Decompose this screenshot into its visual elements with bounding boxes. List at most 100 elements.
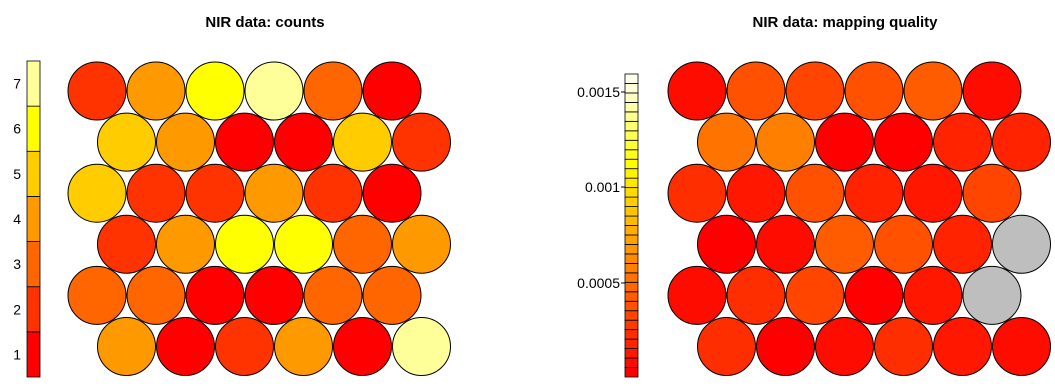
som-cell	[844, 163, 904, 223]
chart-mapping-quality: NIR data: mapping quality 0.00050.0010.0…	[577, 14, 1051, 378]
colorbar-bin	[624, 139, 639, 151]
som-cell	[785, 265, 845, 325]
colorbar-bin	[624, 234, 639, 245]
som-cell	[844, 61, 904, 121]
som-cell	[244, 265, 304, 325]
colorbar-bin	[624, 83, 639, 94]
colorbar-bin	[624, 310, 639, 321]
colorbar-bin	[26, 196, 41, 242]
colorbar-tick-label: 6	[13, 121, 21, 137]
som-cell	[992, 316, 1051, 376]
som-cell	[992, 112, 1051, 172]
som-cell	[726, 61, 786, 121]
som-cell	[392, 214, 451, 274]
colorbar-bin	[624, 130, 639, 141]
colorbar-bin	[624, 158, 639, 170]
som-cell	[215, 316, 274, 376]
colorbar-bin	[624, 262, 639, 274]
chart-title-mapping-quality: NIR data: mapping quality	[752, 14, 938, 31]
som-cell	[697, 316, 756, 376]
som-cell	[874, 112, 933, 172]
colorbar-bin	[624, 319, 639, 331]
som-cell	[667, 265, 727, 325]
colorbar-bin	[624, 73, 639, 84]
colorbar-bin	[624, 291, 639, 302]
som-cell	[274, 214, 333, 274]
som-cell	[903, 61, 963, 121]
colorbar-bin	[624, 187, 639, 198]
colorbar-tick-label: 0.001	[585, 179, 620, 195]
colorbar-tick-label: 0.0005	[577, 275, 620, 291]
colorbar-bin	[624, 215, 639, 226]
som-cell	[815, 316, 874, 376]
colorbar-mapping-quality: 0.0005 0.001 0.0015	[577, 73, 639, 378]
som-cell	[785, 163, 845, 223]
som-cell	[697, 214, 756, 274]
som-cell	[844, 265, 904, 325]
colorbar-bin	[624, 102, 639, 113]
som-map-counts	[67, 61, 451, 376]
som-cell	[726, 163, 786, 223]
som-cell	[962, 61, 1022, 121]
colorbar-bin	[26, 286, 41, 333]
som-cell	[215, 112, 274, 172]
som-cell	[97, 112, 156, 172]
colorbar-tick-label: 7	[13, 76, 21, 92]
colorbar-bin	[624, 177, 639, 189]
colorbar-bin	[624, 168, 639, 179]
som-cell	[333, 112, 392, 172]
som-cell	[67, 265, 127, 325]
colorbar-bin	[624, 281, 639, 293]
colorbar-tick-label: 5	[13, 166, 21, 182]
som-cell	[303, 265, 363, 325]
colorbar-bin	[624, 196, 639, 207]
colorbar-bin	[624, 92, 639, 103]
som-cell	[667, 61, 727, 121]
chart-counts: NIR data: counts 1 2 3 4 5 6 7	[13, 14, 451, 378]
som-cell	[933, 112, 992, 172]
colorbar-bin	[26, 105, 41, 152]
colorbar-bin	[26, 60, 41, 107]
colorbar-bin	[624, 329, 639, 340]
som-cell	[215, 214, 274, 274]
som-cell	[962, 163, 1022, 223]
som-cell	[126, 61, 186, 121]
som-cell	[933, 214, 992, 274]
colorbar-tick-label: 2	[13, 301, 21, 317]
som-cell	[874, 316, 933, 376]
som-cell	[185, 61, 245, 121]
colorbar-bin	[624, 206, 639, 217]
som-cell	[815, 214, 874, 274]
som-cell	[333, 214, 392, 274]
som-cell	[185, 265, 245, 325]
som-cell	[756, 214, 815, 274]
som-cell	[126, 265, 186, 325]
som-cell	[756, 112, 815, 172]
som-cell	[392, 316, 451, 376]
som-cell	[333, 316, 392, 376]
som-cell	[126, 163, 186, 223]
som-cell	[274, 316, 333, 376]
som-cell	[156, 214, 215, 274]
colorbar-tick-label: 3	[13, 256, 21, 272]
som-cell	[392, 112, 451, 172]
som-cell	[992, 214, 1051, 274]
som-cell	[815, 112, 874, 172]
som-cell	[303, 61, 363, 121]
colorbar-bin	[624, 300, 639, 312]
som-cell	[903, 265, 963, 325]
som-cell	[667, 163, 727, 223]
som-cell	[303, 163, 363, 223]
colorbar-tick-label: 4	[13, 211, 21, 227]
som-cell	[67, 61, 127, 121]
colorbar-bin	[624, 348, 639, 359]
som-cell	[756, 316, 815, 376]
som-cell	[874, 214, 933, 274]
som-cell	[362, 265, 422, 325]
colorbar-tick-label: 1	[13, 346, 21, 362]
colorbar-bin	[624, 357, 639, 368]
som-cell	[726, 265, 786, 325]
colorbar-bin	[624, 244, 639, 255]
colorbar-bin	[624, 253, 639, 264]
